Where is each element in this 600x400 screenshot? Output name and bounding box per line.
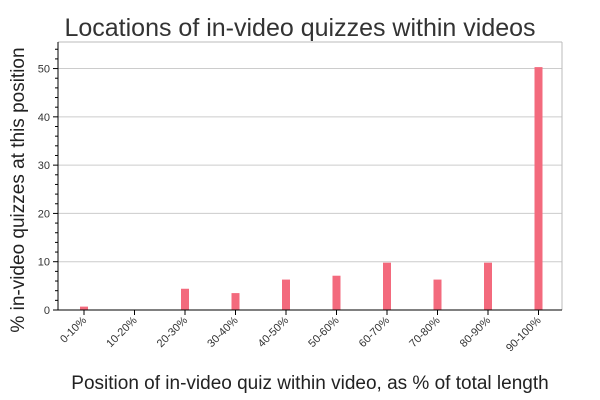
bar-80-90% xyxy=(484,262,492,310)
bar-70-80% xyxy=(433,279,442,310)
axes xyxy=(53,42,562,315)
y-tick-label-10: 10 xyxy=(38,257,50,269)
bar-90-100% xyxy=(534,67,543,310)
y-tick-label-0: 0 xyxy=(44,305,50,317)
bar-40-50% xyxy=(282,279,290,310)
bar-20-30% xyxy=(181,288,189,310)
x-axis-label: Position of in-video quiz within video, … xyxy=(71,373,548,394)
x-tick-label-60-70%: 60-70% xyxy=(357,314,392,349)
y-tick-labels: 0 10 20 30 40 50 xyxy=(38,64,50,317)
x-tick-label-90-100%: 90-100% xyxy=(504,314,544,354)
chart-title: Locations of in-video quizzes within vid… xyxy=(64,14,535,42)
bars xyxy=(80,67,543,310)
x-tick-label-20-30%: 20-30% xyxy=(155,314,190,349)
x-tick-label-80-90%: 80-90% xyxy=(458,314,493,349)
x-tick-label-30-40%: 30-40% xyxy=(205,314,240,349)
x-tick-label-50-60%: 50-60% xyxy=(306,314,341,349)
y-axis-label: % in-video quizzes at this position xyxy=(8,47,29,332)
y-tick-label-50: 50 xyxy=(38,64,50,76)
bar-60-70% xyxy=(383,262,391,310)
plot-frame xyxy=(58,41,563,310)
x-tick-labels: 0-10% 10-20% 20-30% 30-40% 40-50% 50-60% 60-70… xyxy=(58,314,544,354)
bar-50-60% xyxy=(332,275,341,310)
x-tick-label-40-50%: 40-50% xyxy=(256,314,291,349)
x-tick-label-70-80%: 70-80% xyxy=(407,314,442,349)
gridlines xyxy=(58,68,562,263)
x-tick-label-10-20%: 10-20% xyxy=(104,314,139,349)
bar-30-40% xyxy=(231,293,240,310)
y-tick-label-40: 40 xyxy=(38,112,50,124)
x-tick-label-0-10%: 0-10% xyxy=(58,314,89,345)
bar-0-10% xyxy=(80,306,88,310)
y-tick-label-20: 20 xyxy=(38,208,50,220)
y-tick-label-30: 30 xyxy=(38,160,50,172)
